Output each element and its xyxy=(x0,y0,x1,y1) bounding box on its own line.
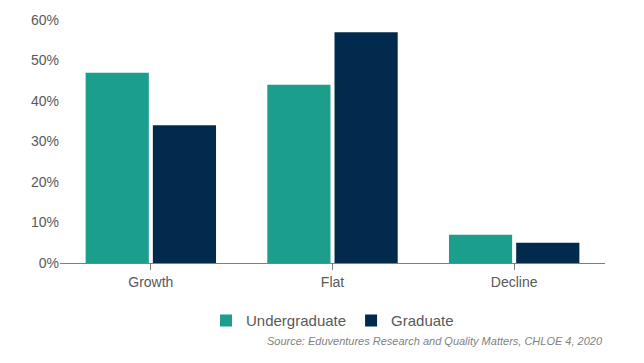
svg-text:60%: 60% xyxy=(31,12,59,28)
svg-text:Graduate: Graduate xyxy=(391,312,454,329)
svg-text:40%: 40% xyxy=(31,93,59,109)
svg-text:50%: 50% xyxy=(31,52,59,68)
svg-text:Source: Eduventures Research a: Source: Eduventures Research and Quality… xyxy=(267,335,603,347)
svg-text:20%: 20% xyxy=(31,174,59,190)
svg-text:Decline: Decline xyxy=(491,274,538,290)
svg-text:Undergraduate: Undergraduate xyxy=(246,312,346,329)
svg-text:10%: 10% xyxy=(31,214,59,230)
svg-text:Flat: Flat xyxy=(321,274,344,290)
svg-text:Growth: Growth xyxy=(128,274,173,290)
svg-text:30%: 30% xyxy=(31,133,59,149)
svg-text:0%: 0% xyxy=(39,255,59,271)
